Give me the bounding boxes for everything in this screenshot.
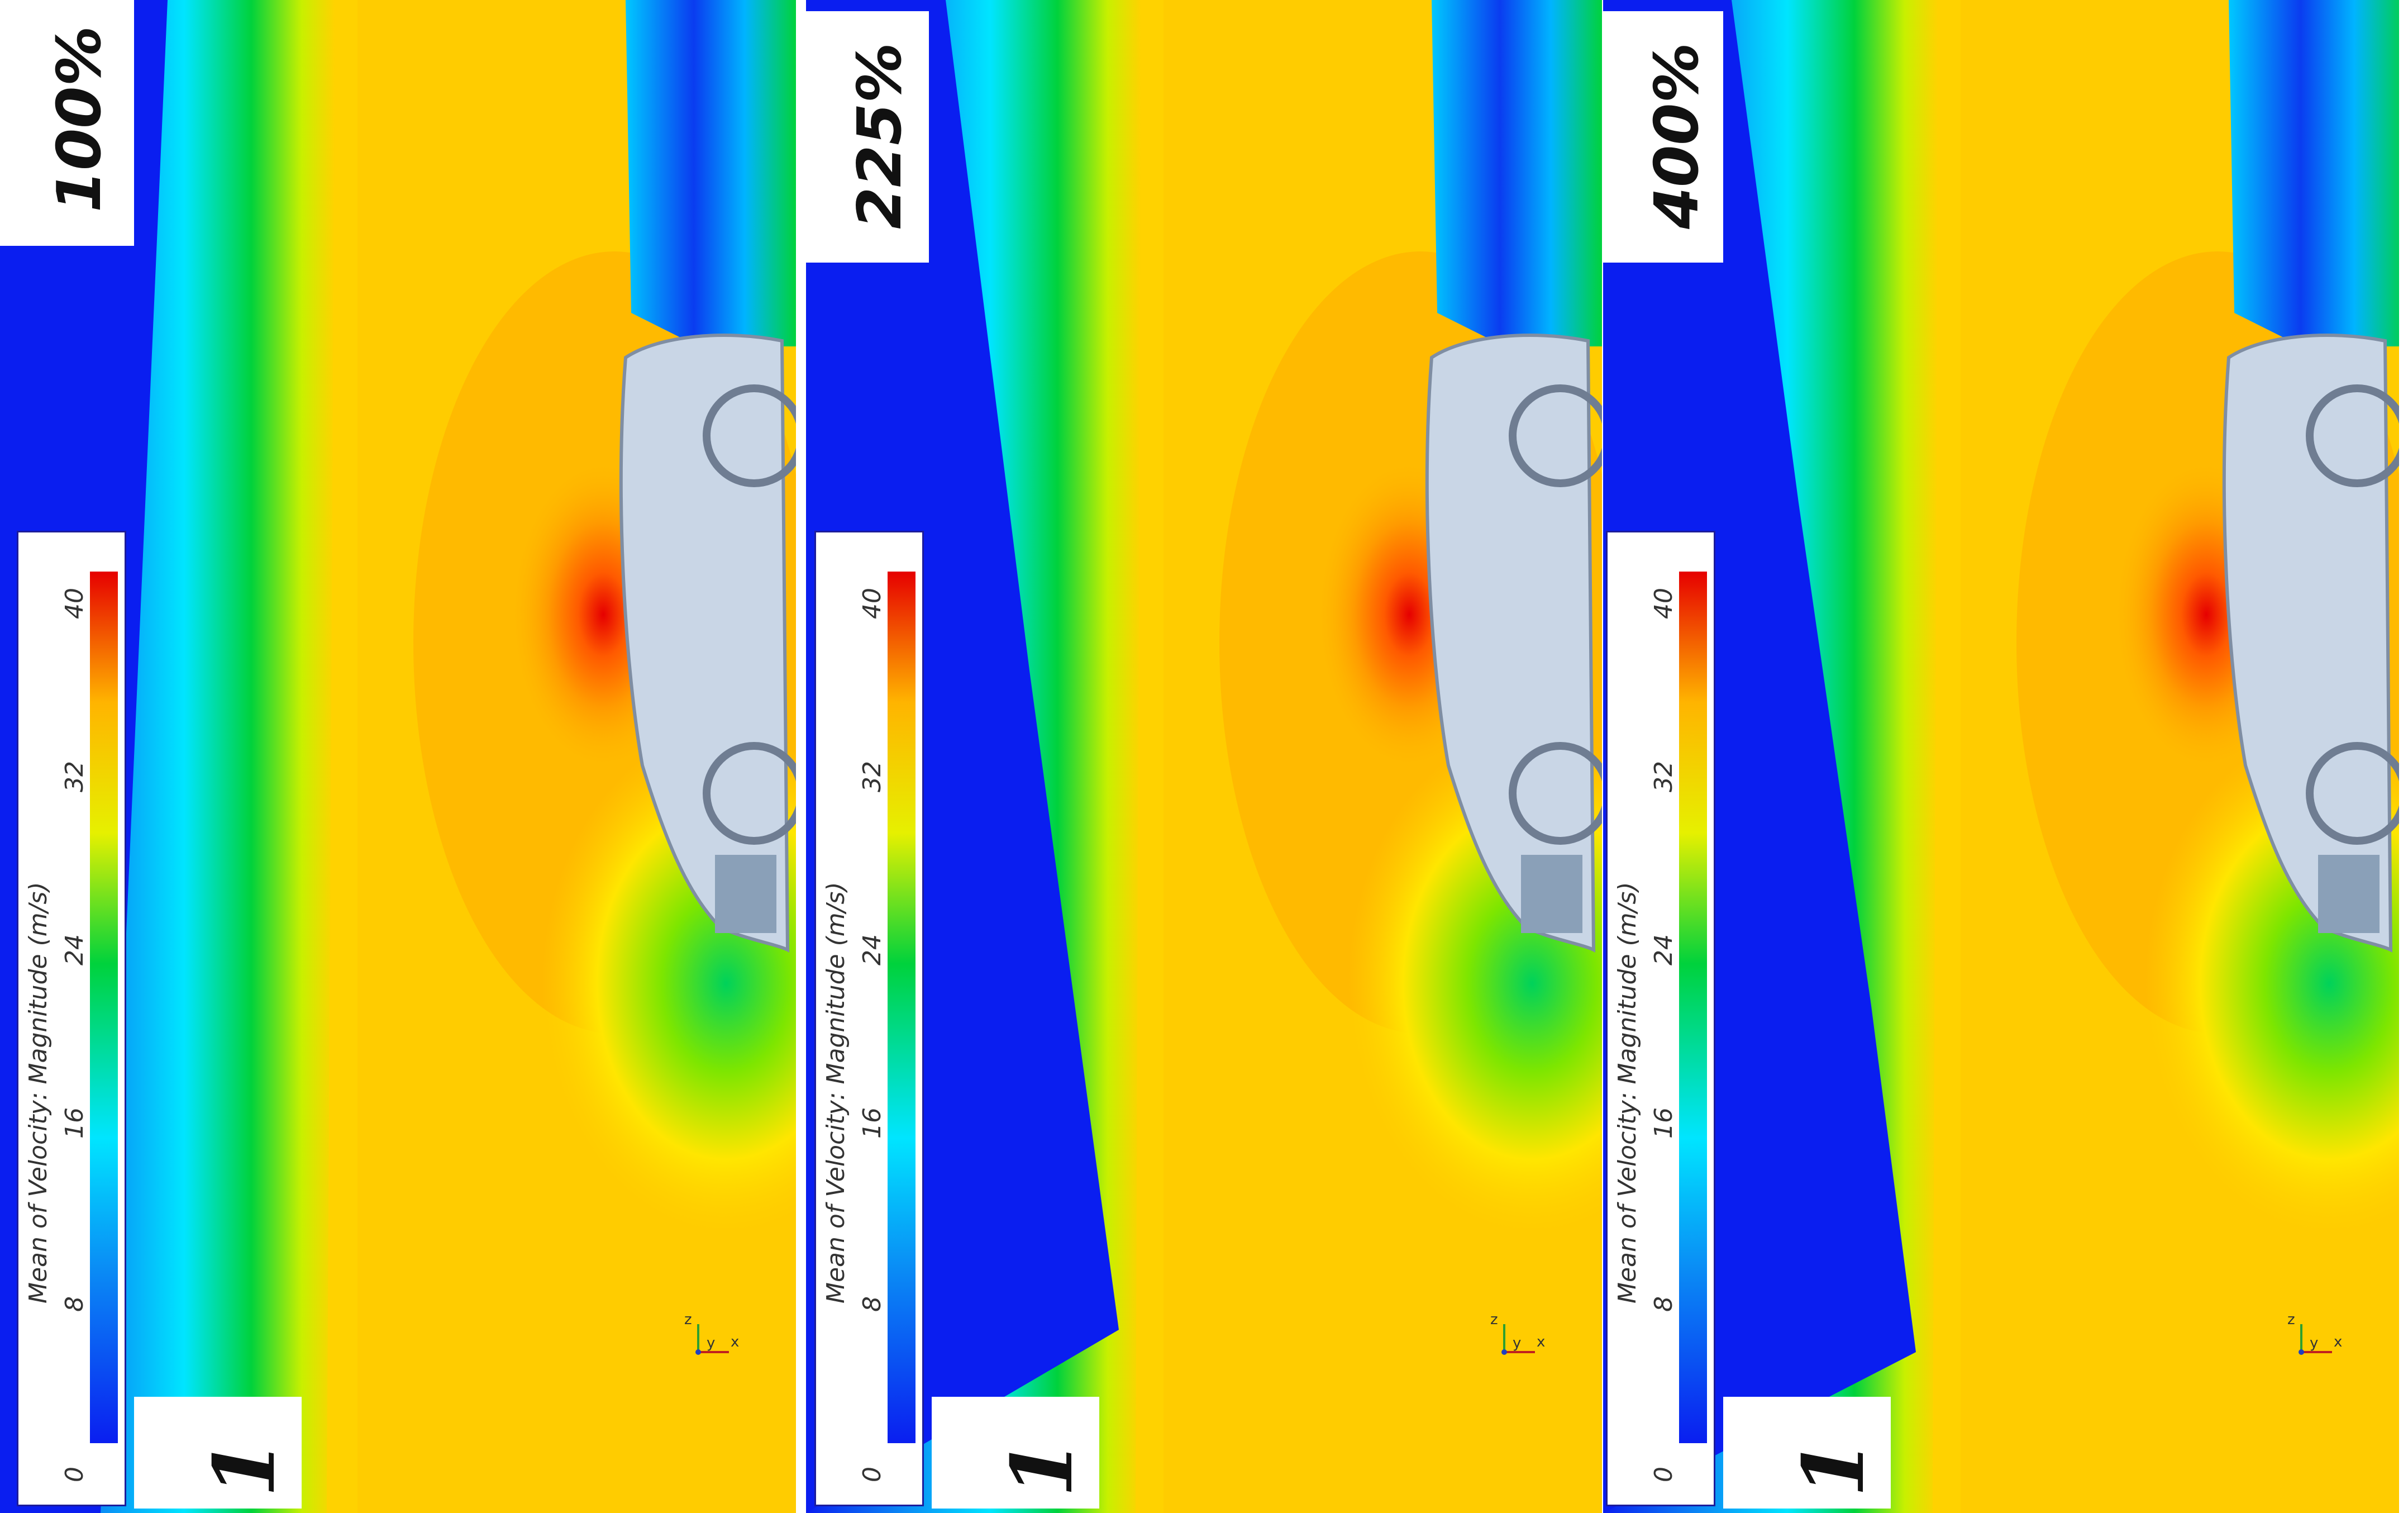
panel-3: Mean of Velocity: Magnitude (m/s) 0 8 16… [1603,0,2399,1513]
colorbar-tick: 8 [858,1296,886,1312]
percent-label: 225% [845,42,915,229]
colorbar-tick: 40 [60,588,89,619]
colorbar-tick: 0 [60,1467,89,1482]
velocity-field-1 [0,0,796,1513]
colorbar-tick: 24 [1649,934,1678,965]
colorbar-tick: 16 [60,1107,89,1139]
colorbar-tick: 16 [858,1107,886,1139]
colorbar-title: Mean of Velocity: Magnitude (m/s) [822,882,850,1303]
colorbar-tick: 8 [60,1296,89,1312]
car-silhouette-1 [619,334,796,953]
colorbar-tick: 0 [858,1467,886,1482]
colorbar-title: Mean of Velocity: Magnitude (m/s) [24,882,53,1303]
percent-label: 400% [1642,42,1712,229]
axis-x-label: x [731,1334,739,1350]
percent-label: 100% [45,26,115,212]
colorbar-tick: 40 [1649,588,1678,619]
colorbar-tick: 16 [1649,1107,1678,1139]
percent-label-box-3 [1603,11,1723,263]
case-label-box-3 [1723,1397,1891,1509]
percent-label-box-2 [806,11,929,263]
panel-2: Mean of Velocity: Magnitude (m/s) 0 8 16… [806,0,1602,1513]
colorbar-tick: 40 [858,588,886,619]
percent-label-box-1 [0,0,134,246]
velocity-field-2 [806,0,1602,1513]
car-silhouette-3 [2222,334,2399,953]
axis-y-label: y [707,1335,715,1352]
colorbar-tick: 32 [858,761,886,792]
axis-triad-1: z y x [684,1311,739,1355]
axis-z-label: z [1490,1311,1498,1328]
axis-x-label: x [2334,1334,2342,1350]
case-label: 1 [993,1439,1091,1497]
colorbar-title: Mean of Velocity: Magnitude (m/s) [1613,882,1642,1303]
case-label-box-2 [932,1397,1099,1509]
case-label: 1 [1785,1439,1883,1497]
colorbar-tick: 32 [1649,761,1678,792]
case-label-box-1 [134,1397,302,1509]
colorbar-1: Mean of Velocity: Magnitude (m/s) 0 8 16… [17,531,126,1506]
colorbar-tick: 24 [858,934,886,965]
panel-1: Mean of Velocity: Magnitude (m/s) 0 8 16… [0,0,796,1513]
axis-y-label: y [1513,1335,1521,1352]
axis-triad-2: z y x [1490,1311,1545,1355]
axis-z-label: z [2287,1311,2295,1328]
colorbar-3: Mean of Velocity: Magnitude (m/s) 0 8 16… [1606,531,1715,1506]
colorbar-tick: 32 [60,761,89,792]
colorbar-tick: 24 [60,934,89,965]
car-silhouette-2 [1425,334,1602,953]
axis-x-label: x [1537,1334,1545,1350]
axis-y-label: y [2310,1335,2318,1352]
colorbar-2: Mean of Velocity: Magnitude (m/s) 0 8 16… [814,531,924,1506]
case-label: 1 [195,1439,294,1497]
colorbar-tick: 8 [1649,1296,1678,1312]
colorbar-tick: 0 [1649,1467,1678,1482]
axis-triad-3: z y x [2287,1311,2342,1355]
axis-z-label: z [684,1311,692,1328]
